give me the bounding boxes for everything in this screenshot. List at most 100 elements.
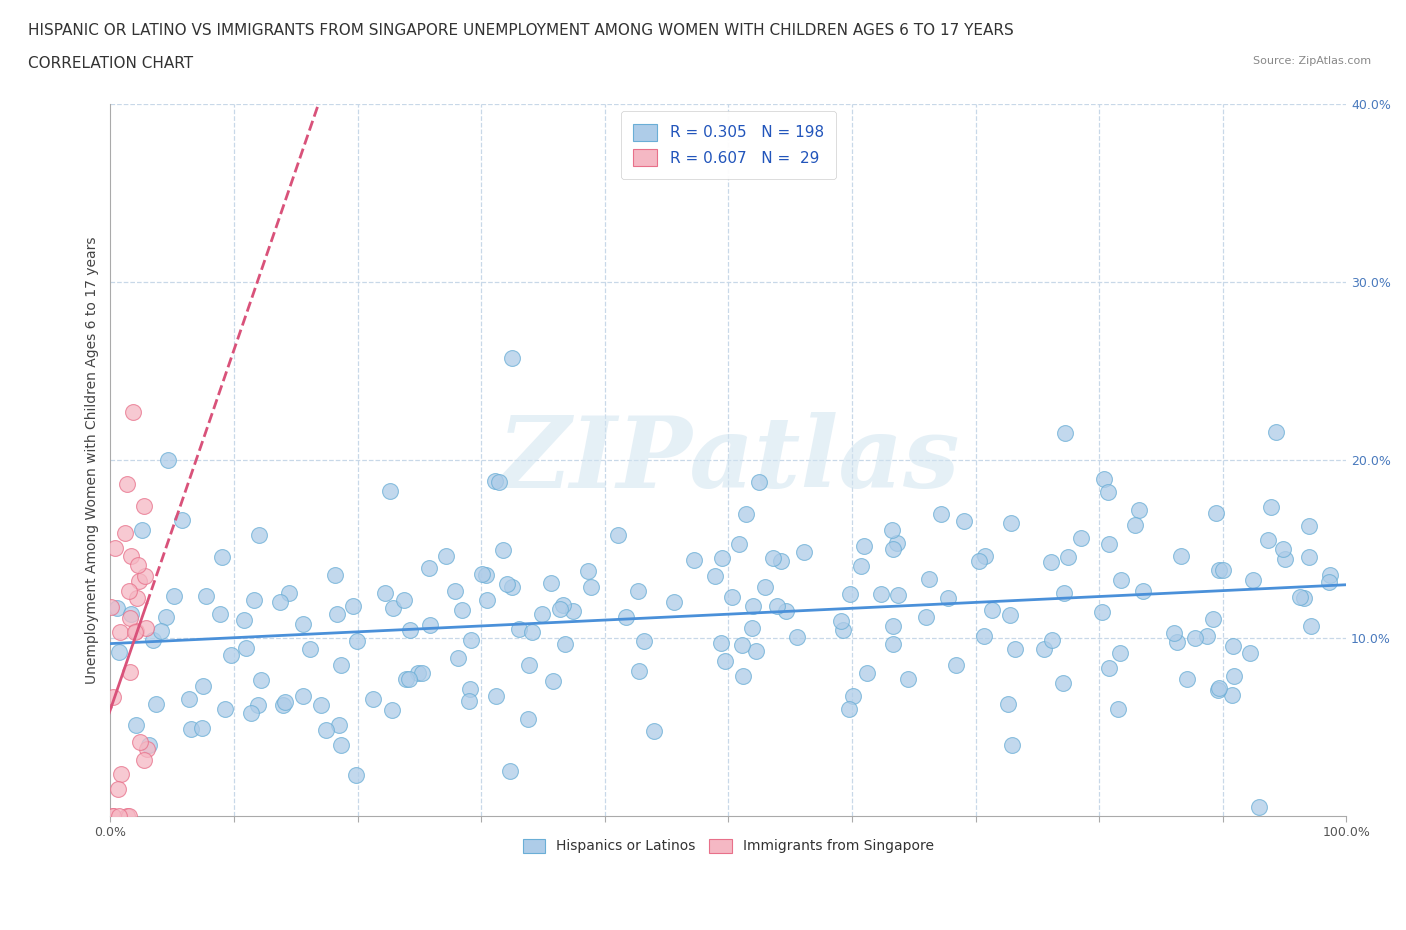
Point [114,525,136,540]
Point [720,589,742,604]
Point [121,405,143,419]
Point [1001,737,1024,752]
Point [163,588,186,603]
Point [1223,668,1246,683]
Point [110,625,132,640]
Point [380,484,402,498]
Point [786,630,808,644]
Point [882,542,904,557]
Y-axis label: Unemployment Among Women with Children Ages 6 to 17 years: Unemployment Among Women with Children A… [86,236,100,684]
Point [766,599,789,614]
Point [1272,542,1295,557]
Point [499,764,522,778]
Point [793,545,815,560]
Point [1298,519,1320,534]
Point [1070,530,1092,545]
Point [662,595,685,610]
Point [374,586,396,601]
Point [830,614,852,629]
Point [107,782,129,797]
Point [838,702,860,717]
Point [315,723,337,737]
Point [627,663,650,678]
Point [627,584,650,599]
Point [485,689,508,704]
Point [131,523,153,538]
Point [127,558,149,573]
Point [897,671,920,686]
Point [540,576,562,591]
Point [271,698,294,712]
Point [329,658,352,672]
Point [1004,642,1026,657]
Point [831,623,853,638]
Point [411,666,433,681]
Point [1040,633,1063,648]
Point [457,694,479,709]
Point [1166,635,1188,650]
Point [683,552,706,567]
Point [1241,573,1264,588]
Point [886,535,908,550]
Point [614,609,637,624]
Point [1239,645,1261,660]
Point [149,624,172,639]
Point [735,507,758,522]
Point [398,623,420,638]
Point [129,735,152,750]
Point [869,586,891,601]
Point [929,507,952,522]
Point [1039,555,1062,570]
Point [135,621,157,636]
Point [770,553,793,568]
Point [710,635,733,650]
Point [1249,800,1271,815]
Point [1220,687,1243,702]
Point [328,717,350,732]
Point [936,591,959,605]
Point [1292,591,1315,605]
Point [553,597,575,612]
Point [633,634,655,649]
Point [219,647,242,662]
Point [104,540,127,555]
Point [460,632,482,647]
Point [247,527,270,542]
Point [851,558,873,573]
Point [120,549,142,564]
Point [460,681,482,696]
Point [741,620,763,635]
Point [180,722,202,737]
Point [1222,639,1244,654]
Point [1317,575,1340,590]
Point [1107,701,1129,716]
Point [418,561,440,576]
Point [1202,612,1225,627]
Text: ZIPatlas: ZIPatlas [498,412,959,508]
Point [1212,563,1234,578]
Point [543,673,565,688]
Point [208,606,231,621]
Point [214,701,236,716]
Point [115,808,138,823]
Point [1097,485,1119,499]
Point [134,498,156,513]
Point [392,592,415,607]
Point [177,692,200,707]
Point [1208,681,1230,696]
Point [967,553,990,568]
Point [125,718,148,733]
Point [135,741,157,756]
Point [118,611,141,626]
Point [1052,586,1074,601]
Point [101,689,124,704]
Point [1111,572,1133,587]
Point [115,477,138,492]
Point [742,599,765,614]
Point [1132,584,1154,599]
Point [232,613,254,628]
Point [880,523,903,538]
Point [1264,425,1286,440]
Point [915,609,938,624]
Point [124,625,146,640]
